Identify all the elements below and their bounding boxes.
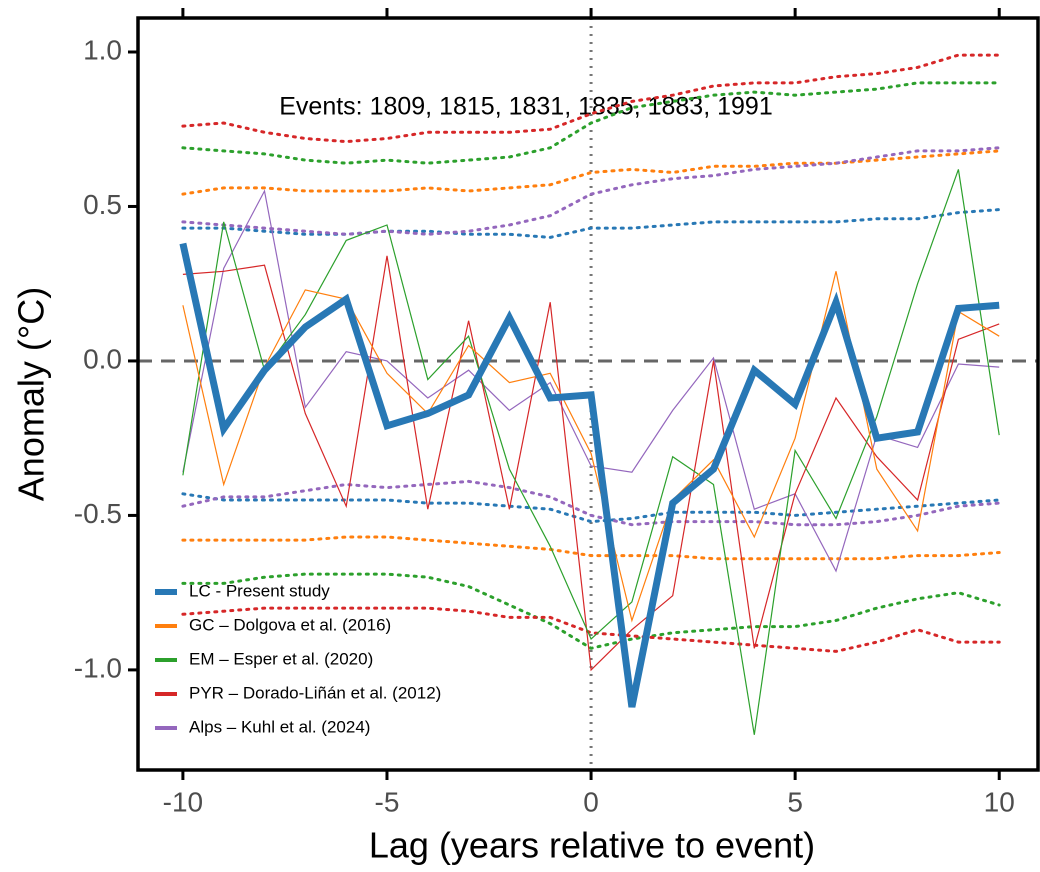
series-line: [182, 169, 1000, 735]
band-line: [181, 572, 1001, 650]
legend-label: PYR – Dorado-Liñán et al. (2012): [189, 683, 441, 702]
x-tick-label: -5: [375, 786, 400, 817]
band-line: [181, 81, 1001, 165]
x-tick-label: -10: [163, 786, 203, 817]
y-tick-label: 1.0: [83, 34, 122, 65]
series-line: [179, 242, 1000, 708]
series-line: [182, 189, 1000, 573]
band-line: [181, 149, 1001, 196]
legend-label: EM – Esper et al. (2020): [189, 649, 373, 668]
series-line: [182, 255, 1000, 672]
x-tick-label: 10: [984, 786, 1015, 817]
band-line: [181, 535, 1001, 561]
y-tick-label: 0.0: [83, 343, 122, 374]
legend-label: Alps – Kuhl et al. (2024): [189, 717, 370, 736]
y-tick-label: -1.0: [74, 652, 122, 683]
band-line: [181, 606, 1001, 653]
x-axis-title: Lag (years relative to event): [369, 825, 815, 866]
x-tick-label: 0: [583, 786, 599, 817]
legend-label: LC - Present study: [189, 581, 330, 600]
band-line: [181, 479, 1001, 527]
legend-label: GC – Dolgova et al. (2016): [189, 615, 391, 634]
y-tick-label: 0.5: [83, 189, 122, 220]
y-axis-title: Anomaly (°C): [11, 287, 52, 501]
band-line: [181, 53, 1001, 144]
plot-frame: [136, 16, 1040, 772]
y-tick-label: -0.5: [74, 498, 122, 529]
band-line: [181, 146, 1001, 236]
x-tick-label: 5: [787, 786, 803, 817]
band-line: [181, 208, 1001, 239]
band-line: [181, 492, 1001, 524]
